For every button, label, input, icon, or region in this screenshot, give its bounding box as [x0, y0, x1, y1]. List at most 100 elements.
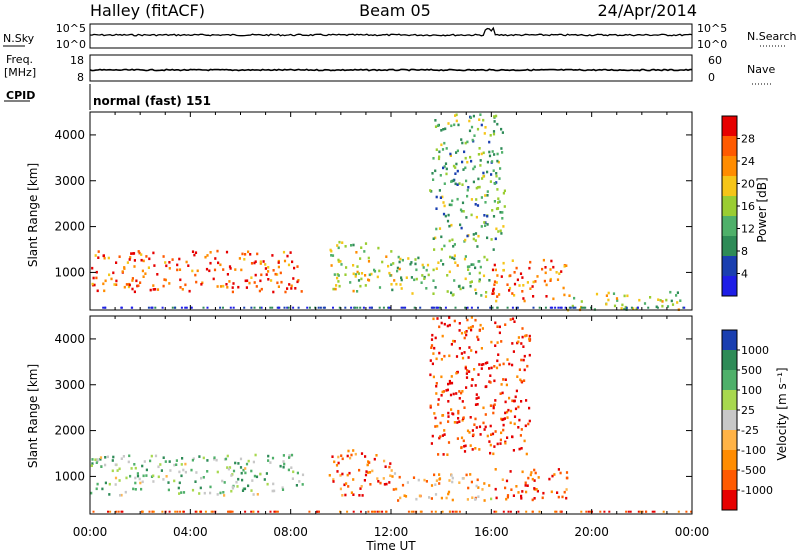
- velocity-ground-cell: [182, 510, 185, 513]
- velocity-cell: [518, 418, 521, 422]
- power-cell: [655, 305, 658, 309]
- velocity-cell: [132, 487, 135, 491]
- power-cell: [573, 296, 576, 300]
- power-cell: [368, 273, 371, 277]
- velocity-cell: [481, 488, 484, 491]
- velocity-ground-cell: [174, 510, 177, 513]
- power-ground-cell: [332, 306, 334, 309]
- velocity-cell: [458, 420, 461, 423]
- velocity-cell: [228, 466, 232, 469]
- velocity-cell: [489, 404, 492, 407]
- velocity-cell: [395, 487, 398, 491]
- power-cell: [486, 223, 489, 226]
- power-cell: [543, 279, 546, 283]
- velocity-cell: [504, 441, 507, 445]
- power-cell: [649, 296, 652, 299]
- velocity-cell: [480, 347, 483, 350]
- power-ground-cell: [219, 306, 222, 309]
- power-ground-cell: [625, 306, 628, 309]
- power-ground-cell: [243, 306, 246, 309]
- power-cell: [271, 254, 274, 257]
- power-cell: [184, 283, 187, 287]
- velocity-cell: [474, 497, 477, 501]
- power-cell: [241, 252, 244, 256]
- power-cell: [373, 270, 377, 273]
- velocity-ground-cell: [641, 510, 644, 513]
- power-ground-cell: [286, 306, 289, 309]
- power-ground-cell: [154, 306, 157, 309]
- velocity-colorbar-tick-label: -100: [741, 444, 766, 457]
- velocity-ground-cell: [141, 510, 144, 513]
- velocity-cell: [531, 477, 534, 481]
- velocity-cell: [226, 454, 229, 458]
- power-cell: [545, 283, 548, 287]
- velocity-cell: [482, 406, 485, 410]
- velocity-cell: [511, 363, 514, 367]
- power-ground-cell: [147, 306, 150, 309]
- power-cell: [270, 279, 273, 282]
- power-cell: [541, 267, 544, 271]
- velocity-cell: [528, 406, 531, 410]
- velocity-ground-cell: [109, 510, 112, 513]
- power-cell: [409, 262, 412, 266]
- power-ground-cell: [647, 306, 650, 309]
- velocity-cell: [388, 465, 391, 469]
- velocity-ground-cell: [639, 510, 642, 513]
- power-cell: [398, 260, 401, 264]
- power-cell: [213, 268, 217, 272]
- velocity-cell: [441, 414, 444, 417]
- velocity-ground-cell: [168, 510, 171, 513]
- power-cell: [228, 280, 231, 283]
- power-cell: [493, 115, 496, 118]
- velocity-cell: [548, 477, 551, 481]
- velocity-cell: [104, 456, 107, 459]
- power-cell: [456, 149, 459, 153]
- power-cell: [438, 227, 442, 230]
- velocity-cell: [191, 458, 194, 462]
- velocity-ground-cell: [200, 510, 202, 513]
- power-cell: [123, 267, 126, 270]
- velocity-cell: [195, 471, 198, 474]
- power-cell: [432, 292, 435, 295]
- velocity-cell: [462, 439, 465, 443]
- velocity-cell: [434, 483, 437, 486]
- velocity-cell: [429, 406, 432, 409]
- power-cell: [432, 237, 435, 240]
- power-ground-cell: [354, 306, 356, 309]
- power-cell: [482, 151, 485, 155]
- velocity-cell: [435, 479, 438, 482]
- power-cell: [185, 260, 188, 264]
- velocity-cell: [440, 321, 443, 325]
- power-ground-cell: [404, 306, 407, 309]
- power-cell: [464, 277, 467, 281]
- velocity-cell: [489, 374, 492, 377]
- power-ground-cell: [161, 306, 164, 309]
- velocity-cell: [466, 318, 469, 322]
- velocity-cell: [477, 338, 480, 341]
- velocity-cell: [514, 395, 517, 399]
- power-ground-cell: [171, 306, 174, 309]
- velocity-cell: [367, 471, 370, 474]
- velocity-cell: [480, 367, 483, 370]
- velocity-cell: [498, 325, 501, 329]
- power-cell: [580, 300, 583, 303]
- power-cell: [396, 269, 399, 273]
- velocity-cell: [443, 322, 446, 326]
- power-cell: [163, 278, 166, 281]
- power-ground-cell: [322, 306, 325, 309]
- velocity-cell: [129, 474, 132, 478]
- power-cell: [248, 281, 251, 285]
- power-cell: [352, 264, 355, 267]
- velocity-cell: [389, 462, 392, 465]
- velocity-cell: [237, 462, 240, 465]
- velocity-cell: [178, 470, 181, 474]
- velocity-cell: [465, 333, 468, 337]
- power-cell: [225, 283, 228, 286]
- velocity-cell: [470, 326, 473, 329]
- power-ground-cell: [338, 306, 341, 309]
- velocity-cell: [120, 457, 123, 460]
- power-cell: [194, 273, 197, 277]
- velocity-ground-cell: [690, 510, 693, 513]
- power-cell: [356, 265, 359, 268]
